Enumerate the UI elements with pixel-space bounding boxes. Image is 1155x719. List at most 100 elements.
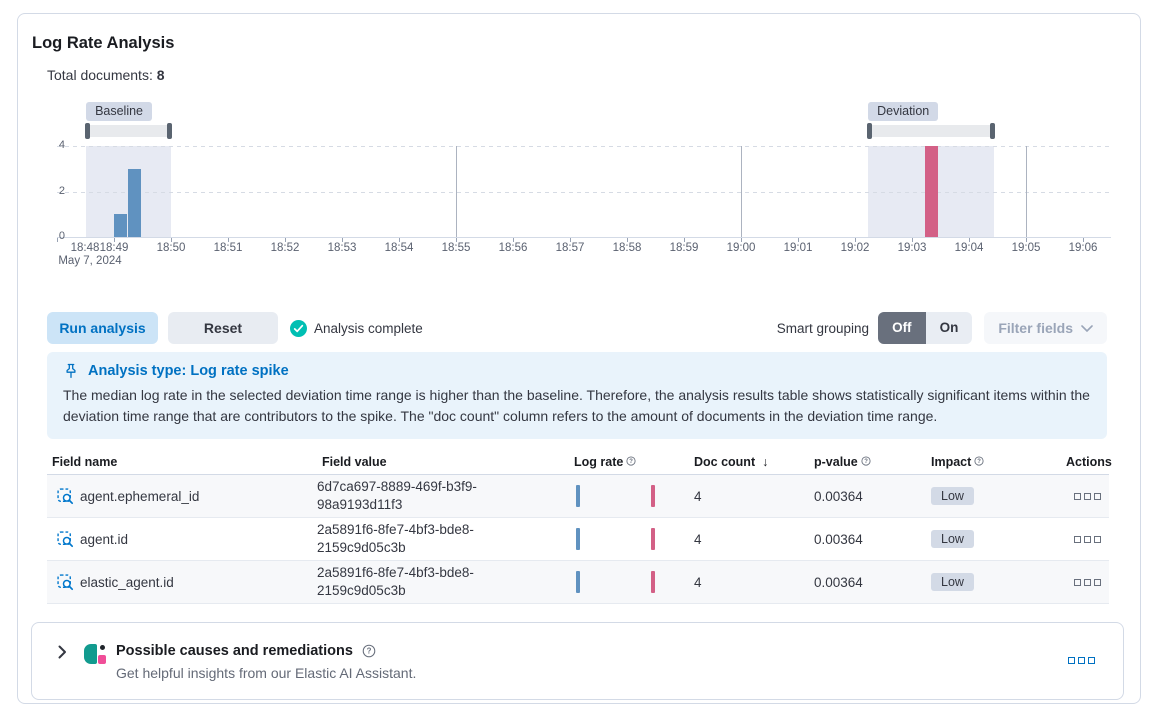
callout-title-row: Analysis type: Log rate spike — [63, 363, 1091, 379]
ai-panel-title: Possible causes and remediations — [116, 643, 353, 659]
impact-badge: Low — [931, 573, 974, 591]
doc-count-chart[interactable]: 4 2 0 18:48 18:49 18:50 18:51 18:52 18:53 18:54 18… — [51, 96, 1121, 274]
x-axis-label: 18:56 — [498, 242, 528, 254]
deviation-brush[interactable] — [868, 125, 995, 137]
field-filter-icon[interactable] — [57, 487, 74, 505]
row-actions-icon[interactable] — [1071, 492, 1101, 500]
smart-grouping-off-button[interactable]: Off — [878, 312, 926, 344]
column-header-p-value[interactable]: p-value? — [814, 455, 931, 469]
field-value: 2a5891f6-8fe7-4bf3-bde8-2159c9d05c3b — [317, 565, 474, 598]
axis-tick — [1083, 238, 1084, 242]
baseline-brush[interactable] — [86, 125, 171, 137]
baseline-badge: Baseline — [86, 102, 153, 121]
ai-panel-text: Possible causes and remediations ? Get h… — [116, 643, 416, 681]
field-name: elastic_agent.id — [80, 574, 174, 590]
baseline-bar — [113, 214, 127, 237]
x-axis-label: 18:55 — [441, 242, 471, 254]
log-rate-sparkline — [576, 484, 676, 508]
x-axis-label: 19:02 — [840, 242, 870, 254]
smart-grouping-label: Smart grouping — [776, 320, 870, 336]
axis-tick — [855, 238, 856, 242]
baseline-spark-bar — [576, 485, 580, 507]
x-axis-label: 19:01 — [783, 242, 813, 254]
analysis-status-label: Analysis complete — [314, 320, 423, 336]
x-axis-label: 18:54 — [384, 242, 414, 254]
baseline-brush-handle-left[interactable] — [85, 123, 91, 139]
gridline-horizontal — [57, 191, 1111, 193]
baseline-spark-bar — [576, 571, 580, 593]
row-actions-icon[interactable] — [1071, 578, 1101, 586]
deviation-spark-bar — [651, 485, 655, 507]
smart-grouping-on-button[interactable]: On — [939, 320, 959, 335]
table-header: Field name Field value Log rate? Doc cou… — [47, 449, 1112, 475]
x-axis-label: 19:00 — [726, 242, 756, 254]
help-icon[interactable]: ? — [362, 644, 376, 658]
row-actions-icon[interactable] — [1071, 535, 1101, 543]
svg-text:?: ? — [630, 459, 634, 465]
x-axis-label: 19:03 — [897, 242, 927, 254]
doc-count-value: 4 — [694, 574, 702, 590]
info-icon[interactable]: ? — [861, 455, 871, 469]
ai-assistant-icon — [84, 643, 106, 665]
log-rate-sparkline — [576, 570, 676, 594]
panel-actions-icon[interactable] — [1065, 657, 1095, 664]
column-header-field-name[interactable]: Field name — [52, 454, 118, 469]
gridline-vertical — [456, 146, 457, 237]
controls-row: Run analysis Reset Analysis complete Sma… — [47, 312, 1107, 344]
axis-tick — [285, 238, 286, 242]
filter-fields-dropdown[interactable]: Filter fields — [984, 312, 1107, 344]
svg-text:?: ? — [864, 459, 868, 465]
column-header-impact[interactable]: Impact? — [931, 455, 1061, 469]
table-body: agent.ephemeral_id 6d7ca697-8889-469f-b3f… — [47, 475, 1109, 604]
info-icon[interactable]: ? — [974, 455, 984, 469]
reset-button[interactable]: Reset — [168, 312, 278, 344]
results-table: Field name Field value Log rate? Doc cou… — [47, 449, 1112, 604]
check-circle-icon — [290, 319, 307, 337]
x-axis-label: 18:59 — [669, 242, 699, 254]
chart-plot-area[interactable] — [57, 146, 1111, 242]
total-documents-label: Total documents: — [47, 67, 153, 83]
run-analysis-button[interactable]: Run analysis — [47, 312, 158, 344]
baseline-brush-handle-right[interactable] — [167, 123, 172, 139]
column-header-field-value[interactable]: Field value — [322, 454, 387, 469]
svg-text:?: ? — [367, 647, 372, 656]
smart-grouping-toggle: Off On — [878, 312, 973, 344]
gridline-horizontal — [57, 146, 1111, 147]
x-axis-label: 18:49 — [99, 242, 129, 254]
axis-tick — [684, 238, 685, 242]
table-row: agent.id 2a5891f6-8fe7-4bf3-bde8-2159c9d0… — [47, 518, 1109, 561]
deviation-bar — [924, 146, 938, 237]
axis-tick — [228, 238, 229, 242]
deviation-brush-handle-left[interactable] — [867, 123, 873, 139]
field-filter-icon[interactable] — [57, 573, 74, 591]
chevron-right-icon[interactable] — [54, 644, 70, 665]
baseline-bar — [128, 168, 142, 237]
x-axis-label: 18:52 — [270, 242, 300, 254]
deviation-badge: Deviation — [868, 102, 939, 121]
x-axis-line — [57, 237, 1111, 238]
analysis-status: Analysis complete — [290, 319, 423, 337]
ai-panel-subtitle: Get helpful insights from our Elastic AI… — [116, 665, 417, 681]
log-rate-analysis-panel: Log Rate Analysis Total documents: 8 4 2 0… — [17, 13, 1141, 704]
table-row: agent.ephemeral_id 6d7ca697-8889-469f-b3f… — [47, 475, 1109, 518]
x-axis-label: 18:51 — [213, 242, 243, 254]
p-value: 0.00364 — [814, 488, 863, 504]
axis-tick — [969, 238, 970, 242]
impact-badge: Low — [931, 530, 974, 548]
x-axis-label: 18:58 — [612, 242, 642, 254]
field-value: 6d7ca697-8889-469f-b3f9-98a9193d11f3 — [317, 479, 477, 512]
field-filter-icon[interactable] — [57, 530, 74, 548]
callout-body: The median log rate in the selected devi… — [63, 387, 1090, 424]
column-header-log-rate[interactable]: Log rate? — [574, 455, 694, 469]
column-header-doc-count[interactable]: Doc count ↓ — [694, 454, 769, 469]
sort-desc-icon: ↓ — [762, 454, 769, 469]
info-icon[interactable]: ? — [626, 455, 636, 469]
deviation-brush-handle-right[interactable] — [990, 123, 996, 139]
axis-tick — [912, 238, 913, 242]
filter-fields-label: Filter fields — [998, 320, 1073, 336]
p-value: 0.00364 — [814, 574, 863, 590]
y-axis-label: 4 — [58, 139, 65, 151]
possible-causes-panel[interactable]: Possible causes and remediations ? Get h… — [31, 622, 1124, 700]
x-axis-label: 19:06 — [1068, 242, 1098, 254]
analysis-type-callout: Analysis type: Log rate spike The median… — [47, 352, 1107, 439]
